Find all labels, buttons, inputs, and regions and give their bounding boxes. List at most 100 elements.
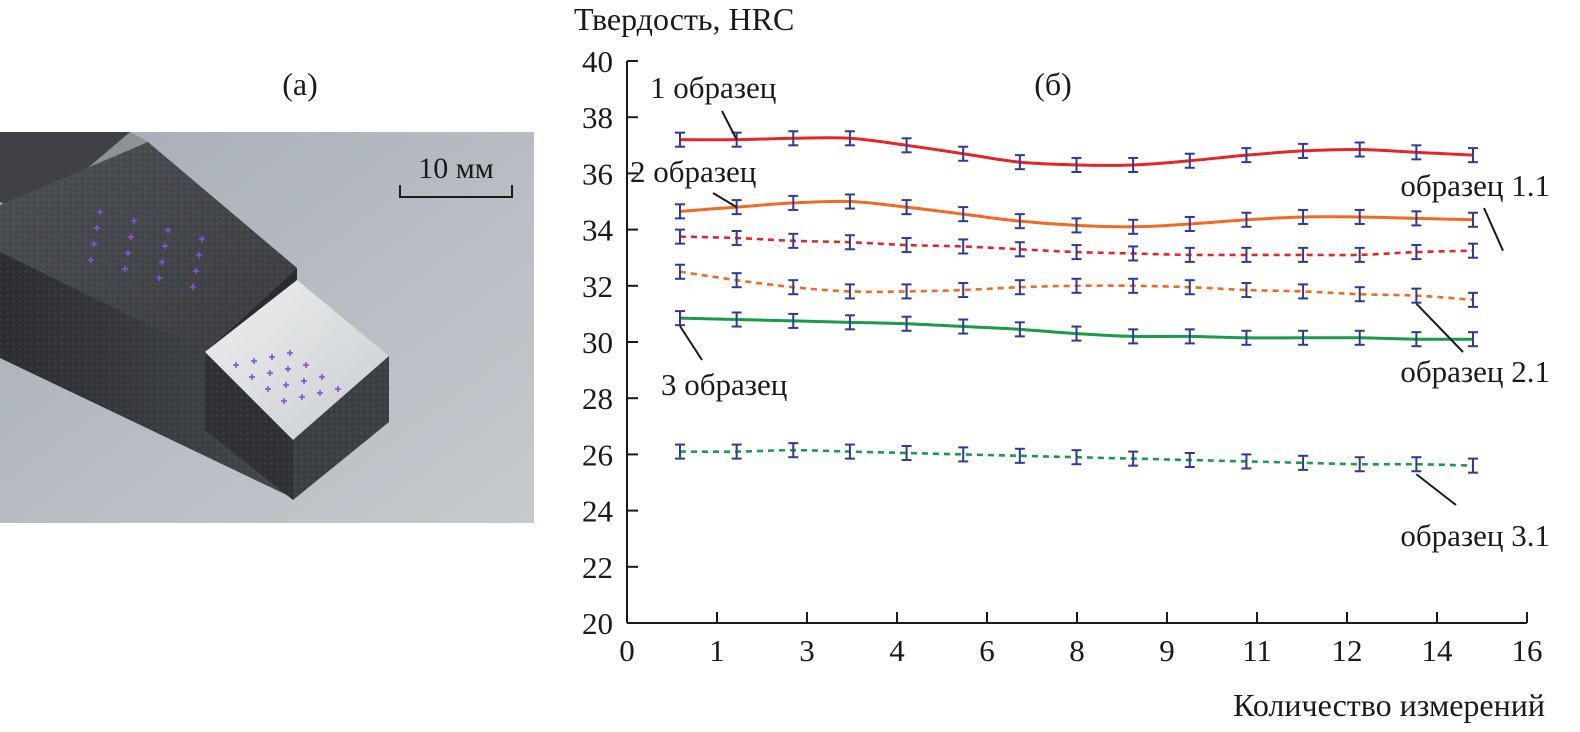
indent-mark bbox=[196, 252, 202, 258]
callout-leader bbox=[679, 325, 703, 361]
error-bar bbox=[958, 281, 969, 299]
error-bar bbox=[1354, 246, 1365, 263]
error-bar bbox=[1411, 287, 1422, 304]
error-bar bbox=[1468, 147, 1478, 164]
error-bar bbox=[675, 310, 685, 327]
indent-mark bbox=[131, 218, 137, 224]
lower-side-face-grain bbox=[205, 352, 293, 500]
chart-error-bars bbox=[675, 130, 1478, 474]
x-tick-label: 3 bbox=[799, 633, 815, 668]
error-bar bbox=[731, 443, 742, 460]
error-bar bbox=[1128, 450, 1139, 467]
error-bar bbox=[788, 232, 799, 249]
error-bar bbox=[1071, 217, 1082, 234]
x-tick-label: 14 bbox=[1422, 633, 1454, 668]
error-bar bbox=[958, 446, 969, 463]
indent-mark bbox=[128, 234, 134, 240]
indent-mark bbox=[156, 275, 162, 281]
callout-leader bbox=[1415, 302, 1464, 353]
error-bar bbox=[788, 312, 799, 329]
error-bar bbox=[1071, 156, 1082, 173]
panel-a: (a) 10 мм bbox=[0, 66, 534, 523]
error-bar bbox=[1128, 328, 1139, 345]
y-tick-label: 24 bbox=[582, 494, 614, 529]
error-bar bbox=[788, 194, 799, 211]
x-tick-label: 0 bbox=[619, 633, 635, 668]
error-bar bbox=[675, 443, 685, 460]
error-bar bbox=[675, 131, 685, 148]
y-tick-label: 20 bbox=[582, 606, 613, 641]
x-tick-label: 12 bbox=[1332, 633, 1363, 668]
error-bar bbox=[1468, 291, 1478, 308]
error-bar bbox=[958, 238, 969, 255]
callout-leader bbox=[712, 192, 738, 208]
indent-mark bbox=[317, 390, 323, 396]
indent-mark bbox=[165, 227, 171, 233]
error-bar bbox=[1241, 329, 1252, 346]
error-bar bbox=[1468, 211, 1478, 228]
series-label: образец 2.1 bbox=[1400, 354, 1550, 389]
error-bar bbox=[731, 272, 742, 289]
indent-mark bbox=[199, 236, 205, 242]
error-bar bbox=[1128, 245, 1139, 262]
error-bar bbox=[1128, 218, 1139, 235]
y-tick-label: 22 bbox=[582, 550, 613, 585]
error-bar bbox=[844, 193, 855, 210]
indent-mark bbox=[265, 386, 271, 392]
indent-mark bbox=[91, 241, 97, 247]
indent-mark bbox=[94, 225, 100, 231]
y-tick-label: 36 bbox=[582, 156, 613, 191]
error-bar bbox=[1128, 156, 1139, 173]
error-bar bbox=[1298, 246, 1309, 263]
x-tick-label: 11 bbox=[1242, 633, 1272, 668]
error-bar bbox=[1354, 329, 1365, 346]
indent-mark bbox=[251, 358, 257, 364]
error-bar bbox=[901, 315, 912, 332]
error-bar bbox=[1014, 154, 1025, 171]
error-bar bbox=[958, 318, 969, 335]
chart-callouts: 1 образец 2 образец образец 1.1 образец 2.1… bbox=[630, 70, 1550, 553]
error-bar bbox=[901, 237, 912, 254]
error-bar bbox=[1354, 286, 1365, 303]
error-bar bbox=[1241, 453, 1252, 470]
indent-mark bbox=[285, 366, 291, 372]
error-bar bbox=[1411, 331, 1422, 348]
error-bar bbox=[1071, 449, 1082, 466]
indent-mark bbox=[299, 394, 305, 400]
x-tick-label: 4 bbox=[889, 633, 905, 668]
error-bar bbox=[844, 443, 855, 460]
indent-mark bbox=[267, 370, 273, 376]
error-bar bbox=[675, 228, 685, 245]
x-tick-label: 1 bbox=[709, 633, 725, 668]
error-bar bbox=[844, 130, 855, 147]
series-label: 1 образец bbox=[650, 70, 776, 105]
indent-mark bbox=[233, 362, 239, 368]
error-bar bbox=[1468, 331, 1478, 348]
series-label: 3 образец bbox=[661, 367, 787, 402]
error-bar bbox=[1241, 246, 1252, 263]
error-bar bbox=[1071, 325, 1082, 342]
error-bar bbox=[788, 279, 799, 296]
indent-mark bbox=[335, 386, 341, 392]
error-bar bbox=[1184, 451, 1195, 469]
indent-mark bbox=[319, 374, 325, 380]
series-label: 2 образец bbox=[630, 154, 756, 189]
indent-mark bbox=[193, 268, 199, 274]
indent-mark bbox=[281, 398, 287, 404]
error-bar bbox=[675, 263, 685, 280]
error-bar bbox=[1014, 241, 1025, 258]
error-bar bbox=[788, 130, 799, 147]
error-bar bbox=[958, 206, 969, 223]
y-tick-label: 26 bbox=[582, 437, 613, 472]
x-axis-label: Количество измерений bbox=[1233, 687, 1545, 723]
indent-mark bbox=[303, 362, 309, 368]
y-tick-label: 38 bbox=[582, 100, 613, 135]
error-bar bbox=[1298, 329, 1309, 346]
scale-bar-label: 10 мм bbox=[418, 152, 493, 185]
error-bar bbox=[1071, 277, 1082, 294]
series-label: образец 3.1 bbox=[1400, 518, 1550, 553]
error-bar bbox=[1468, 242, 1478, 259]
indent-marks-polished bbox=[233, 350, 341, 404]
